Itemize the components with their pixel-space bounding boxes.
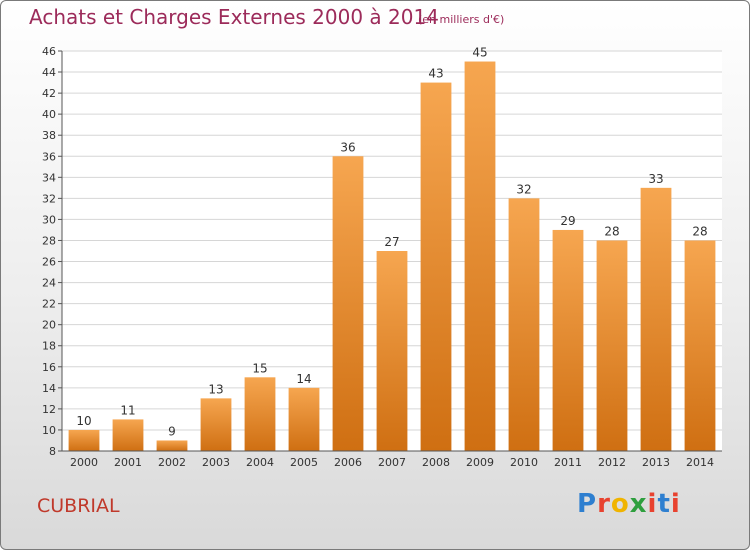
bar-value-label: 10 [76, 414, 91, 428]
proxiti-logo: Proxiti [577, 489, 681, 519]
bar [200, 398, 232, 451]
bar-value-label: 15 [252, 361, 267, 375]
bar [376, 251, 408, 451]
logo-letter: o [610, 489, 630, 519]
bar-value-label: 45 [472, 46, 487, 60]
logo-letter: r [597, 489, 611, 519]
chart-title: Achats et Charges Externes 2000 à 2014 [29, 5, 439, 29]
y-tick-label: 8 [49, 445, 56, 458]
bar-value-label: 28 [604, 224, 619, 238]
logo-letter: i [670, 489, 681, 519]
bar-value-label: 13 [208, 382, 223, 396]
bar [244, 377, 276, 451]
bar-value-label: 43 [428, 67, 443, 81]
y-tick-label: 26 [42, 256, 56, 269]
bar-value-label: 11 [120, 403, 135, 417]
bar [640, 187, 672, 451]
chart-subtitle: (en milliers d'€) [418, 13, 505, 26]
bar-value-label: 29 [560, 214, 575, 228]
commune-name: CUBRIAL [37, 495, 120, 517]
y-tick-label: 32 [42, 192, 56, 205]
bar-value-label: 9 [168, 424, 176, 438]
bar-value-label: 36 [340, 140, 355, 154]
y-tick-label: 36 [42, 150, 56, 163]
bar [596, 240, 628, 451]
y-tick-label: 22 [42, 298, 56, 311]
bar [156, 440, 188, 451]
bar-value-label: 32 [516, 182, 531, 196]
bar-value-label: 27 [384, 235, 399, 249]
y-tick-label: 40 [42, 108, 56, 121]
bar [288, 387, 320, 451]
y-tick-label: 38 [42, 129, 56, 142]
x-tick-label: 2007 [378, 456, 406, 469]
y-tick-label: 14 [42, 382, 56, 395]
logo-letter: P [577, 489, 598, 519]
bar [112, 419, 144, 451]
bar-value-label: 28 [692, 224, 707, 238]
logo-letter: i [647, 489, 658, 519]
y-tick-label: 20 [42, 319, 56, 332]
y-tick-label: 24 [42, 277, 56, 290]
x-tick-label: 2009 [466, 456, 494, 469]
bar-value-label: 33 [648, 172, 663, 186]
y-tick-label: 12 [42, 403, 56, 416]
x-tick-label: 2008 [422, 456, 450, 469]
y-tick-label: 30 [42, 213, 56, 226]
y-tick-label: 46 [42, 45, 56, 58]
axes-group: 8 10 12 14 16 18 20 22 24 26 28 30 32 34 36 38 40 42 44 46 2… [42, 45, 722, 469]
x-tick-label: 2011 [554, 456, 582, 469]
bar [68, 429, 100, 451]
x-tick-label: 2003 [202, 456, 230, 469]
x-tick-label: 2006 [334, 456, 362, 469]
x-tick-label: 2014 [686, 456, 714, 469]
x-tick-label: 2001 [114, 456, 142, 469]
x-tick-label: 2005 [290, 456, 318, 469]
bar [552, 229, 584, 451]
y-tick-label: 16 [42, 361, 56, 374]
logo-letter: x [629, 489, 648, 519]
x-tick-label: 2010 [510, 456, 538, 469]
logo-letter: t [657, 489, 671, 519]
bar [420, 82, 452, 451]
bar [508, 198, 540, 451]
x-tick-label: 2004 [246, 456, 274, 469]
y-tick-label: 42 [42, 87, 56, 100]
y-tick-label: 10 [42, 424, 56, 437]
y-tick-label: 28 [42, 234, 56, 247]
bar [684, 240, 716, 451]
x-tick-label: 2013 [642, 456, 670, 469]
bars-group: 10 11 9 13 15 14 36 27 43 45 32 29 28 33 28 [68, 46, 716, 452]
x-tick-label: 2002 [158, 456, 186, 469]
y-tick-label: 34 [42, 171, 56, 184]
y-tick-label: 18 [42, 340, 56, 353]
y-tick-label: 44 [42, 66, 56, 79]
x-tick-label: 2000 [70, 456, 98, 469]
bar [332, 156, 364, 451]
bar [464, 61, 496, 452]
bar-value-label: 14 [296, 372, 311, 386]
x-tick-label: 2012 [598, 456, 626, 469]
